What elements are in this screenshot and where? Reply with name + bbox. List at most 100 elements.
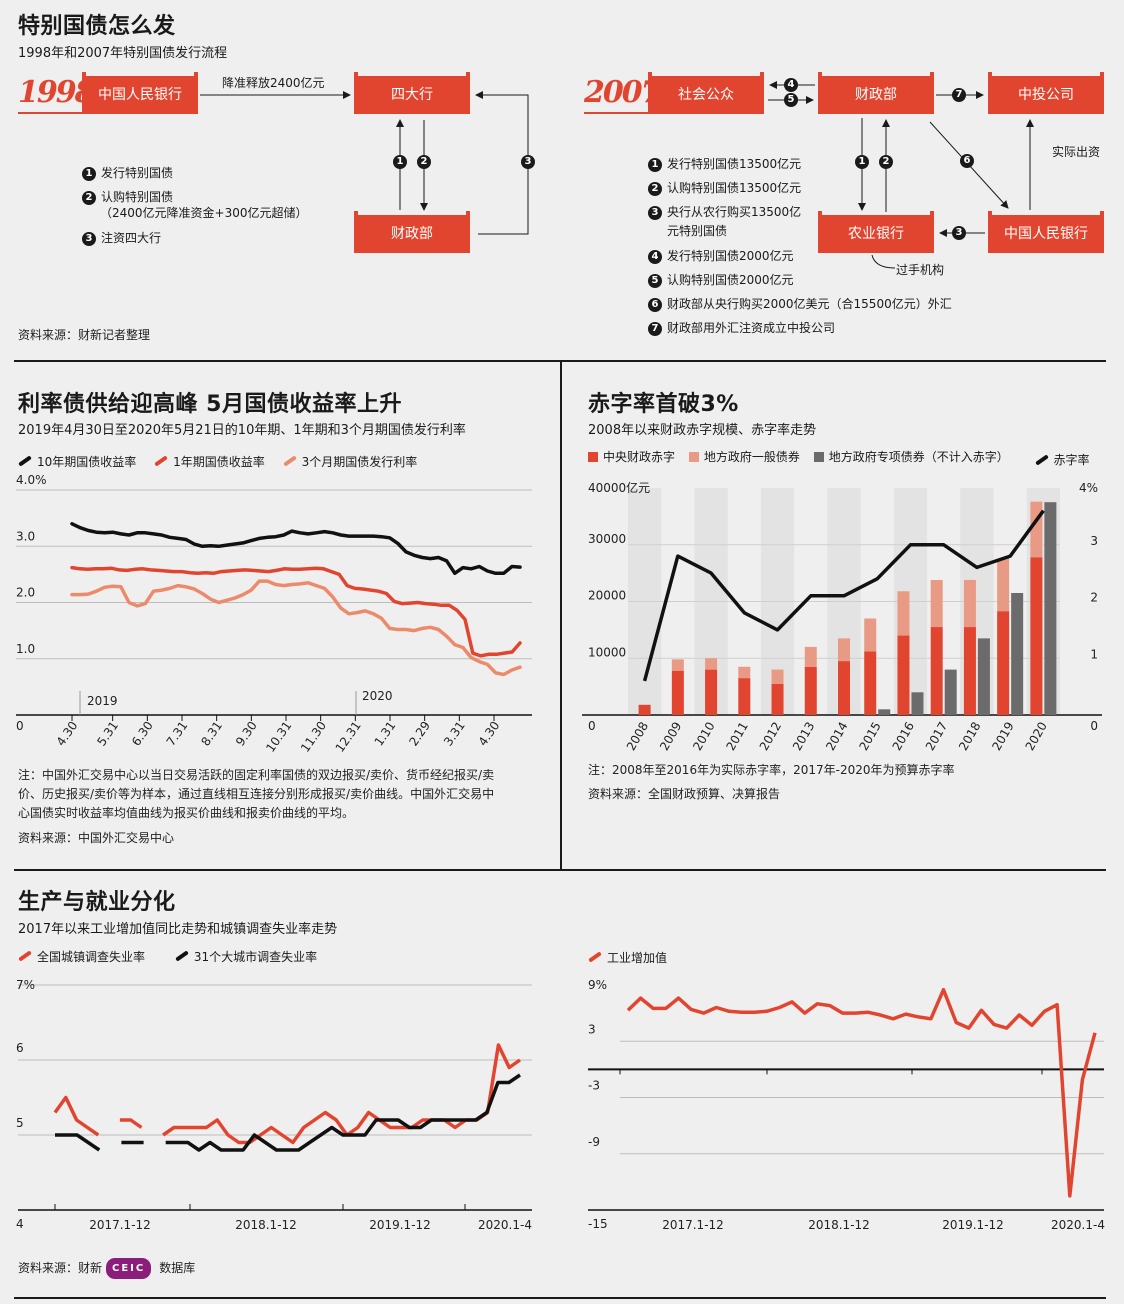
bar-local-special-bond <box>1044 502 1057 715</box>
y2-tick-label: 4% <box>1079 481 1098 495</box>
bar-central-deficit <box>897 635 910 715</box>
y-tick-label: 40000亿元 <box>588 480 650 495</box>
section1-source: 资料来源：财新记者整理 <box>18 328 151 342</box>
x-tick-label: 2018.1-12 <box>808 1218 870 1232</box>
transit-bracket <box>871 254 896 269</box>
x-tick-label: 2011 <box>724 720 751 753</box>
y-tick-label: 9% <box>588 978 607 992</box>
bar-central-deficit <box>638 704 651 715</box>
y-tick-label: 3.0 <box>16 529 35 543</box>
x-tick-label: 2017 <box>923 720 950 753</box>
section3-note: 注：2008年至2016年为实际赤字率，2017年-2020年为预算赤字率 <box>588 763 955 777</box>
section4-source: 资料来源：财新 CEIC 数据库 <box>18 1258 195 1279</box>
step-1998-2: 2 认购特别国债 <box>82 188 173 205</box>
section3-subtitle: 2008年以来财政赤字规模、赤字率走势 <box>588 423 817 438</box>
y-tick-label: 1.0 <box>16 642 35 656</box>
bar-local-general-bond <box>864 618 877 652</box>
step-2007-4: 4 发行特别国债2000亿元 <box>648 247 794 264</box>
badge-2007-1: 1 <box>855 155 869 169</box>
bar-central-deficit <box>705 669 718 715</box>
bar-local-special-bond <box>911 692 924 715</box>
bar-local-special-bond <box>1011 592 1024 715</box>
pboc-1998-box: 中国人民银行 <box>82 72 198 114</box>
deficit-rate-line <box>642 509 1045 682</box>
mof-2007-box: 财政部 <box>818 72 934 114</box>
industrial-chart: 9% 3 -3 -9 -15 2017.1-12 2018.1-12 2019.1-12 202… <box>588 978 1105 1232</box>
y-tick-label: 5 <box>16 1116 24 1130</box>
series-3m-line <box>70 579 522 677</box>
y-tick-label: 4 <box>16 1217 24 1231</box>
step-2007-7: 7 财政部用外汇注资成立中投公司 <box>648 319 835 336</box>
y-tick-label: 2.0 <box>16 586 35 600</box>
x-tick-label: 9.30 <box>233 719 260 749</box>
urban-unemployment-line <box>53 1043 521 1145</box>
bar-local-general-bond <box>963 579 976 628</box>
x-tick-label: 2020.1-4 <box>478 1218 532 1232</box>
section4-subtitle: 2017年以来工业增加值同比走势和城镇调查失业率走势 <box>18 922 338 937</box>
x-tick-label: 1.31 <box>372 719 399 749</box>
x-tick-label: 4.30 <box>54 719 81 749</box>
section4-legend-left: 全国城镇调查失业率 31个大城市调查失业率 <box>18 947 331 965</box>
x-tick-label: 12.31 <box>333 719 364 755</box>
divider-1 <box>14 360 1106 362</box>
bar-central-deficit <box>930 627 943 715</box>
step-2007-1: 1 发行特别国债13500亿元 <box>648 155 801 172</box>
y2-tick-label: 1 <box>1090 647 1098 661</box>
section4-legend-right: 工业增加值 <box>588 948 681 966</box>
section3-title: 赤字率首破3% <box>588 392 739 417</box>
x-tick-label: 4.30 <box>476 719 503 749</box>
big4-box: 四大行 <box>354 72 470 114</box>
step-1998-3: 3 注资四大行 <box>82 229 161 246</box>
bar-central-deficit <box>671 670 684 715</box>
section2-source: 资料来源：中国外汇交易中心 <box>18 831 175 845</box>
badge-2007-4: 4 <box>784 78 798 92</box>
y-tick-label: -9 <box>588 1135 600 1149</box>
bar-local-general-bond <box>930 579 943 628</box>
bar-central-deficit <box>771 683 784 715</box>
x-tick-label: 2008 <box>624 720 651 753</box>
bar-local-general-bond <box>997 558 1010 612</box>
badge-2007-5: 5 <box>784 93 798 107</box>
big-cities-unemployment-line <box>55 1073 521 1152</box>
y-tick-label: 3 <box>588 1022 596 1036</box>
y-tick-label: 6 <box>16 1041 24 1055</box>
bar-local-general-bond <box>705 658 718 670</box>
divider-vertical <box>560 362 562 870</box>
badge-2007-6: 6 <box>960 154 974 168</box>
industrial-value-added-line <box>626 987 1097 1198</box>
x-tick-label: 2019 <box>989 720 1016 753</box>
y-tick-label: -15 <box>588 1217 608 1231</box>
bar-local-general-bond <box>738 666 751 679</box>
bar-central-deficit <box>997 611 1010 715</box>
bar-central-deficit <box>804 666 817 715</box>
x-tick-label: 7.31 <box>164 719 191 749</box>
arrow-inject-big4 <box>475 91 529 235</box>
x-tick-label: 2017.1-12 <box>662 1218 724 1232</box>
year-1998-underline <box>18 112 82 114</box>
y-tick-label: 30000 <box>588 532 626 546</box>
bar-local-general-bond <box>838 638 850 662</box>
x-tick-label: 2014 <box>823 720 850 753</box>
y2-tick-label: 2 <box>1090 591 1098 605</box>
bar-local-general-bond <box>1030 501 1043 558</box>
series-1y-line <box>70 565 522 658</box>
cut-rrr-label: 降准释放2400亿元 <box>222 76 325 90</box>
unemployment-chart: 4 5 6 7% 2017.1-12 2018.1-12 2019.1-12 2020.1-4 <box>16 978 532 1232</box>
bar-central-deficit <box>838 661 850 715</box>
section4-title: 生产与就业分化 <box>18 890 176 915</box>
bar-local-general-bond <box>804 646 817 667</box>
section2-note: 注：中国外汇交易中心以当日交易活跃的固定利率国债的双边报买/卖价、货币经纪报买/… <box>18 768 495 820</box>
step-2007-3-cont: 元特别国债 <box>667 224 728 238</box>
section1-title: 特别国债怎么发 <box>18 14 176 39</box>
series-10y-line <box>70 522 522 576</box>
transit-label: 过手机构 <box>896 263 945 277</box>
year-label-2019: 2019 <box>87 694 118 708</box>
step-2007-6: 6 财政部从央行购买2000亿美元（合15500亿元）外汇 <box>648 295 952 312</box>
bar-local-special-bond <box>878 709 891 715</box>
step-1998-2-detail: （2400亿元降准资金+300亿元超储） <box>100 206 308 220</box>
bar-local-special-bond <box>977 638 990 715</box>
divider-3 <box>14 1297 1106 1299</box>
x-tick-label: 2020.1-4 <box>1051 1218 1105 1232</box>
step-2007-3: 3 央行从农行购买13500亿 <box>648 203 801 220</box>
